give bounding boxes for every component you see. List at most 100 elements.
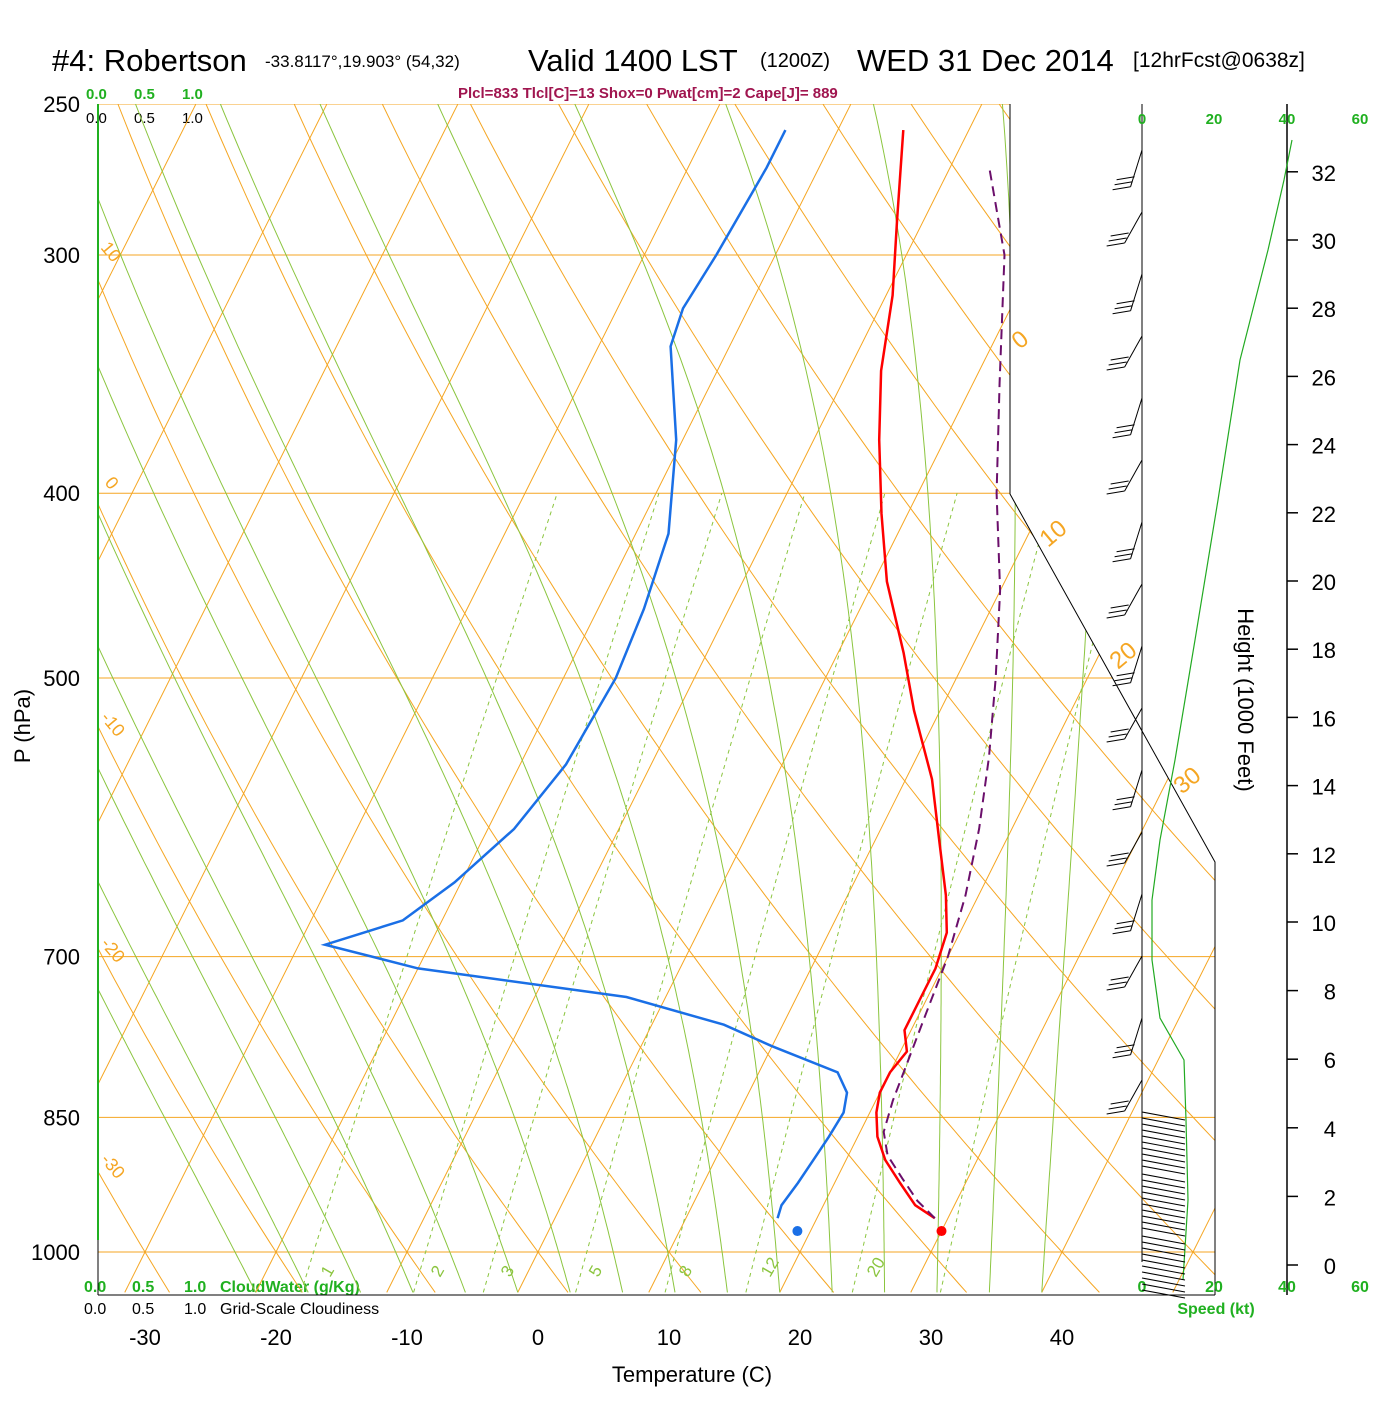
dry-adiabat xyxy=(540,70,1400,1292)
isotherm-label: -10 xyxy=(97,708,129,741)
mixing-ratio-line xyxy=(301,493,557,1292)
wind-barb xyxy=(1107,1080,1142,1114)
mixing-ratio-label: 20 xyxy=(863,1254,889,1280)
y-tick-label: 1000 xyxy=(31,1240,80,1265)
surface-temperature-dot xyxy=(936,1226,946,1236)
height-tick-label: 10 xyxy=(1312,911,1336,936)
speed-tick-top: 40 xyxy=(1279,111,1296,128)
dry-adiabat xyxy=(627,70,1400,1292)
height-tick-label: 30 xyxy=(1312,229,1336,254)
dry-adiabat xyxy=(0,70,170,1292)
dry-adiabat xyxy=(279,70,1099,1292)
height-tick-label: 24 xyxy=(1312,434,1336,459)
dry-adiabat-label: 20 xyxy=(1105,637,1143,675)
cloud-scale-top: 0.0 0.5 1.0 0.0 0.5 1.0 xyxy=(86,86,203,127)
y-tick-label: 400 xyxy=(43,481,80,506)
wind-barb xyxy=(1113,274,1142,314)
dry-adiabat xyxy=(715,70,1400,1292)
wind-barbs xyxy=(1107,150,1185,1298)
height-tick-label: 0 xyxy=(1324,1254,1336,1279)
wind-barb xyxy=(1113,150,1142,190)
speed-tick-top: 0 xyxy=(1138,111,1146,128)
valid-time: Valid 1400 LST xyxy=(528,43,738,78)
wind-barb xyxy=(1142,1174,1185,1236)
dry-adiabat xyxy=(802,70,1400,1292)
utc-time: (1200Z) xyxy=(760,50,830,72)
cloudiness-label: Grid-Scale Cloudiness xyxy=(220,1301,379,1318)
cloud-tick: 0.0 xyxy=(86,86,107,103)
x-tick-label: -10 xyxy=(391,1325,423,1350)
wind-barb xyxy=(1107,460,1142,494)
x-tick-label: 10 xyxy=(657,1325,681,1350)
y-tick-label: 850 xyxy=(43,1105,80,1130)
mixing-ratio-label: 12 xyxy=(757,1254,783,1280)
isotherm-label: 10 xyxy=(97,238,125,266)
cloud-tick: 1.0 xyxy=(184,1279,206,1296)
y-tick-label: 700 xyxy=(43,945,80,970)
x-tick-label: 30 xyxy=(919,1325,943,1350)
speed-tick-bottom: 0 xyxy=(1138,1279,1147,1296)
isotherm xyxy=(1042,70,1400,1292)
height-tick-label: 18 xyxy=(1312,638,1336,663)
mixing-ratio-line xyxy=(414,493,659,1292)
dry-adiabat-label: 10 xyxy=(1035,515,1073,553)
dry-adiabat xyxy=(1063,70,1400,1292)
moist-adiabat xyxy=(207,70,676,1292)
y-tick-label: 500 xyxy=(43,666,80,691)
mixing-ratio-line xyxy=(746,493,957,1292)
profiles xyxy=(325,130,1004,1236)
height-tick-label: 26 xyxy=(1312,365,1336,390)
wind-barb xyxy=(1107,708,1142,742)
dry-adiabat xyxy=(105,70,834,1292)
dry-adiabat xyxy=(192,70,967,1292)
dry-adiabat xyxy=(0,70,568,1292)
speed-tick-bottom: 40 xyxy=(1278,1279,1296,1296)
mixing-ratio-label: 8 xyxy=(675,1262,696,1280)
mixing-ratio-line xyxy=(665,493,885,1292)
cloud-tick: 1.0 xyxy=(182,86,203,103)
wind-barb xyxy=(1107,212,1142,246)
station-title: #4: Robertson xyxy=(52,43,247,78)
speed-tick-bottom: 60 xyxy=(1351,1279,1369,1296)
x-tick-label: 20 xyxy=(788,1325,812,1350)
isotherm xyxy=(387,70,999,1292)
height-tick-label: 2 xyxy=(1324,1185,1336,1210)
speed-tick-bottom: 20 xyxy=(1205,1279,1223,1296)
isotherm-label: -20 xyxy=(97,934,129,967)
height-tick-label: 4 xyxy=(1324,1117,1336,1142)
height-tick-label: 8 xyxy=(1324,980,1336,1005)
moist-adiabat xyxy=(422,70,780,1292)
wind-barb xyxy=(1107,832,1142,866)
moist-adiabat xyxy=(713,70,885,1292)
y-tick-label: 250 xyxy=(43,92,80,117)
x-tick-label: 40 xyxy=(1050,1325,1074,1350)
height-tick-label: 12 xyxy=(1312,843,1336,868)
wind-speed-line xyxy=(1152,140,1292,1280)
mixing-ratio-line xyxy=(483,493,722,1292)
cloudwater-label: CloudWater (g/Kg) xyxy=(220,1279,360,1296)
dry-adiabat-label: 0 xyxy=(1007,325,1035,354)
background-lines xyxy=(0,70,1400,1292)
wind-barb xyxy=(1113,1018,1142,1058)
mixing-ratio-line xyxy=(576,493,805,1292)
moist-adiabat xyxy=(560,70,833,1292)
valid-date: WED 31 Dec 2014 xyxy=(857,43,1114,78)
moist-adiabat xyxy=(1042,70,1111,1292)
cloud-tick: 0.0 xyxy=(84,1279,106,1296)
forecast-info: [12hrFcst@0638z] xyxy=(1133,49,1305,72)
cloud-tick: 0.5 xyxy=(132,1279,154,1296)
height-tick-label: 22 xyxy=(1312,502,1336,527)
moist-adiabat xyxy=(123,70,623,1292)
speed-tick-top: 20 xyxy=(1206,111,1223,128)
cloud-tick: 0.5 xyxy=(134,86,155,103)
wind-barb xyxy=(1142,1112,1185,1174)
isotherm xyxy=(0,70,606,1292)
moist-adiabat xyxy=(0,70,256,1292)
cloud-tick: 0.5 xyxy=(132,1301,154,1318)
mixing-ratio-label: 3 xyxy=(497,1262,518,1280)
stability-indices: Plcl=833 Tlcl[C]=13 Shox=0 Pwat[cm]=2 Ca… xyxy=(458,85,838,102)
wind-barb xyxy=(1113,522,1142,562)
